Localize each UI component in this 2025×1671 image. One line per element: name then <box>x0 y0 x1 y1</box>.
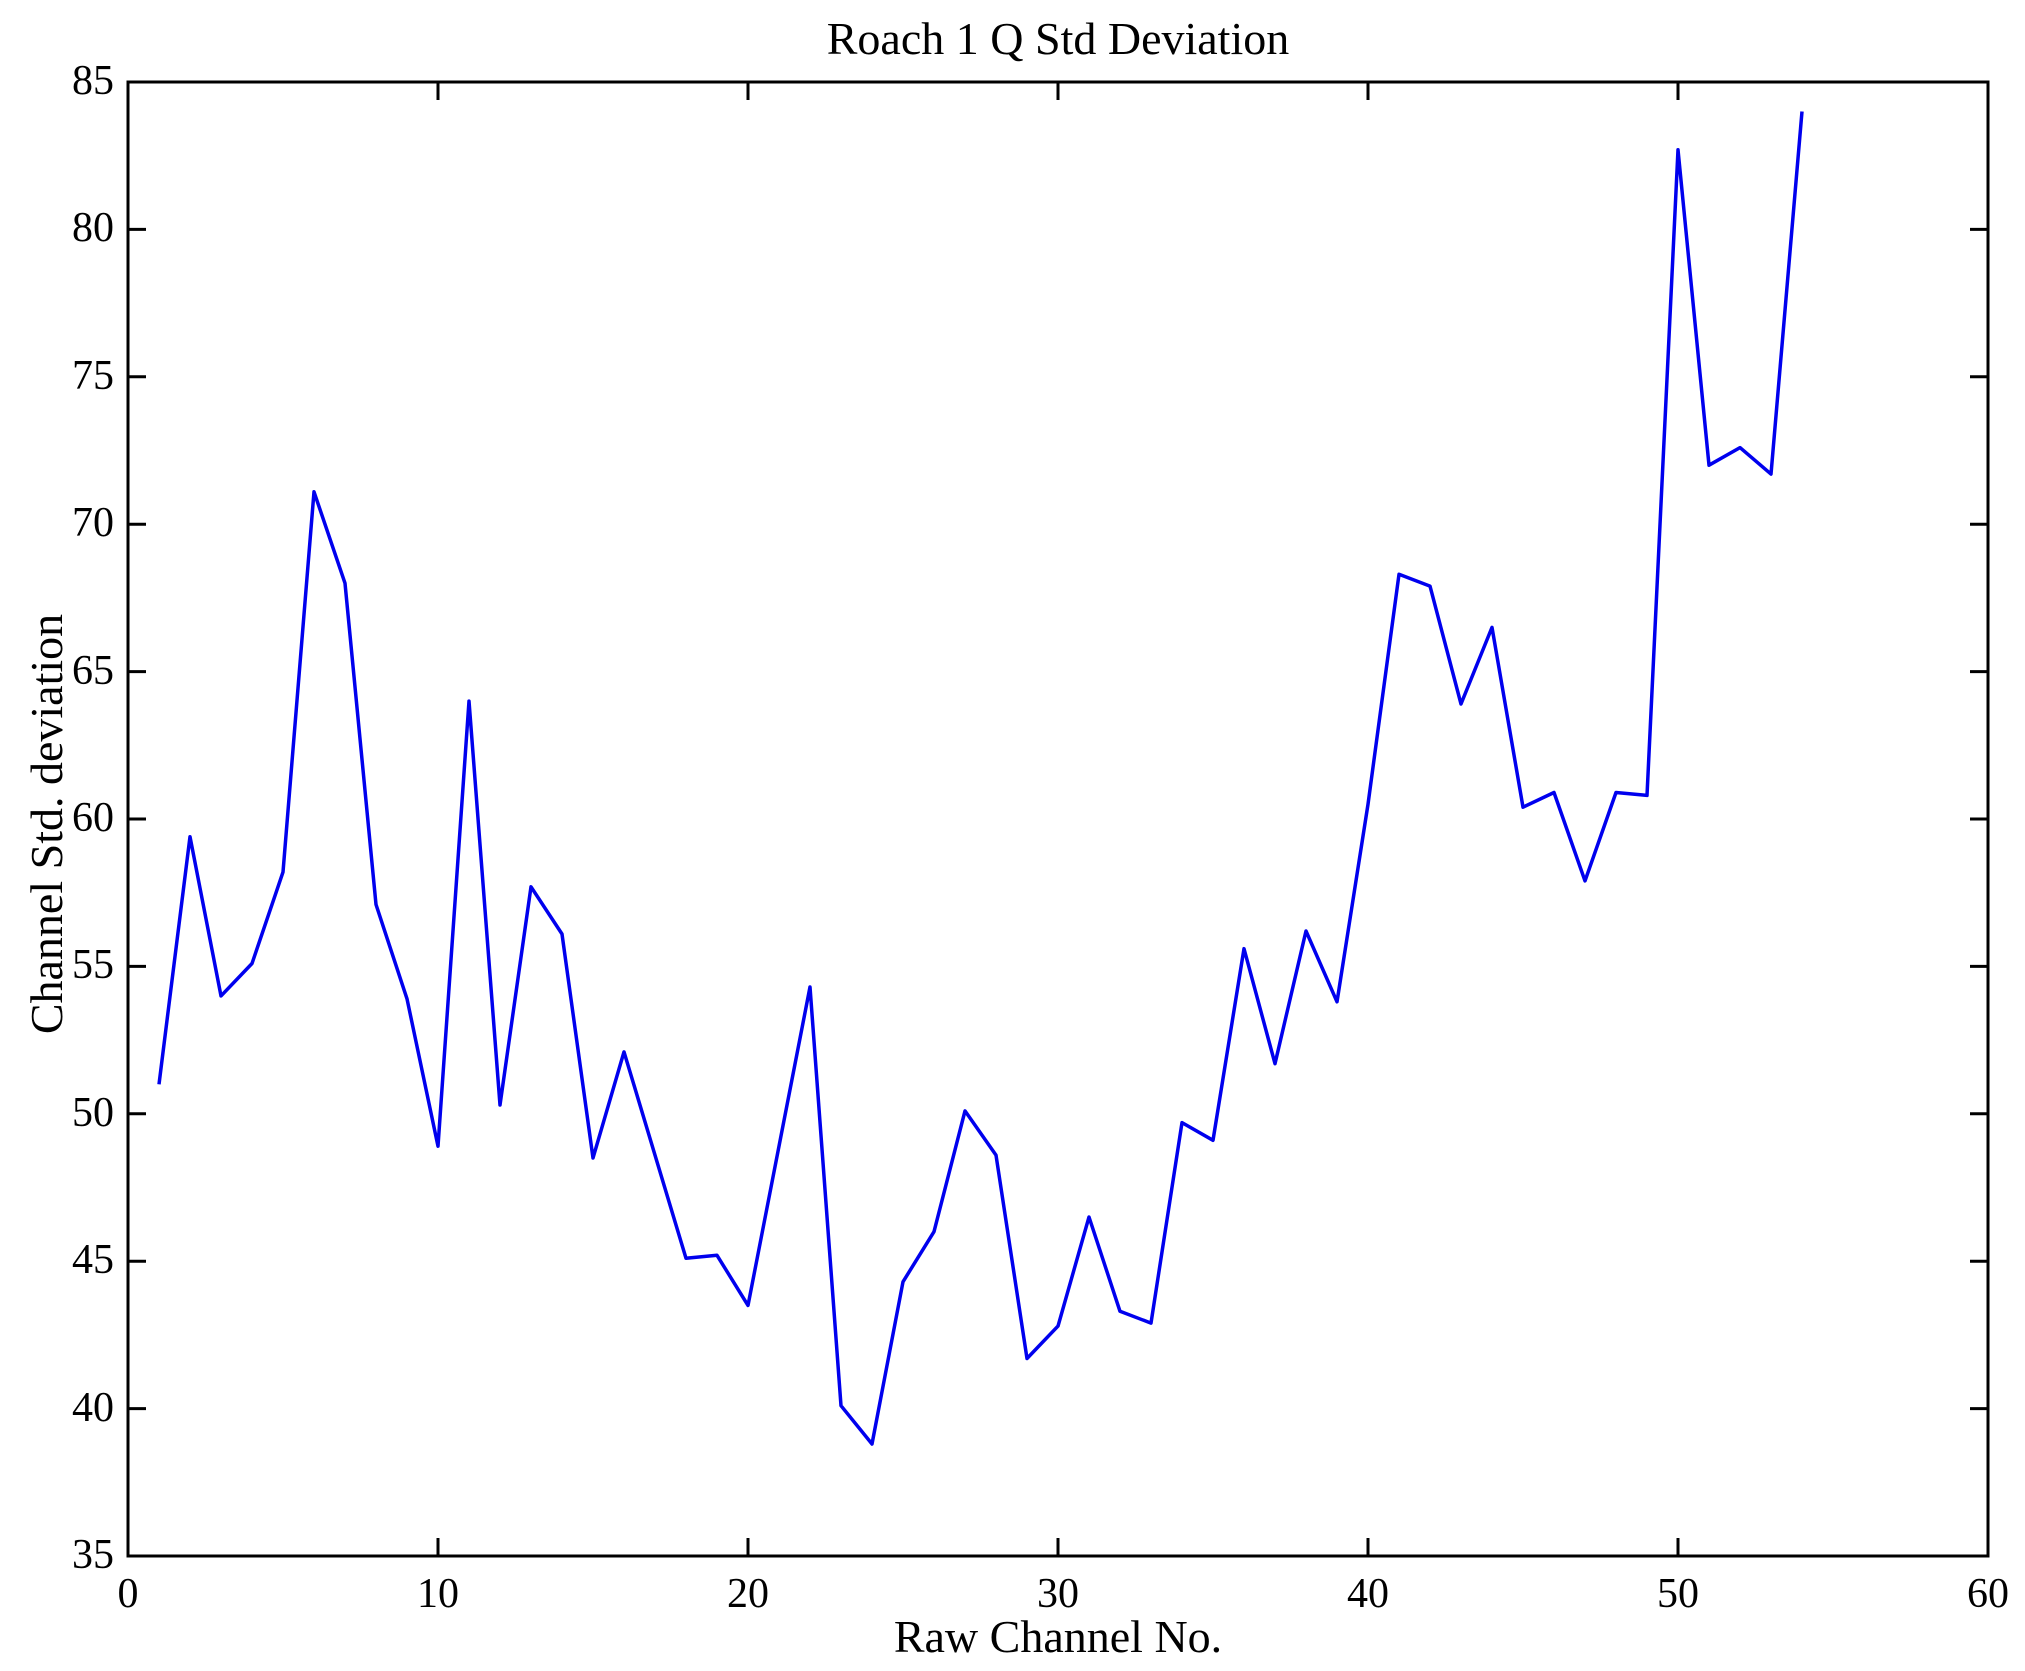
y-tick-label: 80 <box>72 205 114 252</box>
y-tick-label: 55 <box>72 942 114 989</box>
y-tick-label: 75 <box>72 352 114 399</box>
chart-title: Roach 1 Q Std Deviation <box>826 13 1290 64</box>
y-tick-label: 45 <box>72 1237 114 1284</box>
x-axis-label: Raw Channel No. <box>893 1611 1223 1662</box>
y-tick-label: 40 <box>72 1384 114 1431</box>
x-tick-label: 60 <box>1967 1571 2009 1617</box>
x-tick-label: 20 <box>727 1571 769 1617</box>
data-line-series <box>157 111 1804 1446</box>
x-tick-label: 0 <box>117 1571 139 1617</box>
y-tick-label: 70 <box>72 500 114 547</box>
y-tick-label: 85 <box>72 58 114 104</box>
x-tick-label: 30 <box>1037 1571 1079 1617</box>
x-tick-label: 50 <box>1657 1571 1699 1617</box>
y-tick-label: 50 <box>72 1089 114 1136</box>
plot-frame <box>126 80 1990 1558</box>
y-tick-label: 60 <box>72 795 114 841</box>
x-tick-label: 40 <box>1347 1571 1389 1617</box>
axis-ticks <box>126 80 1990 1558</box>
x-tick-label: 10 <box>417 1571 459 1617</box>
y-tick-label: 65 <box>72 647 114 694</box>
y-tick-label: 35 <box>72 1532 114 1578</box>
